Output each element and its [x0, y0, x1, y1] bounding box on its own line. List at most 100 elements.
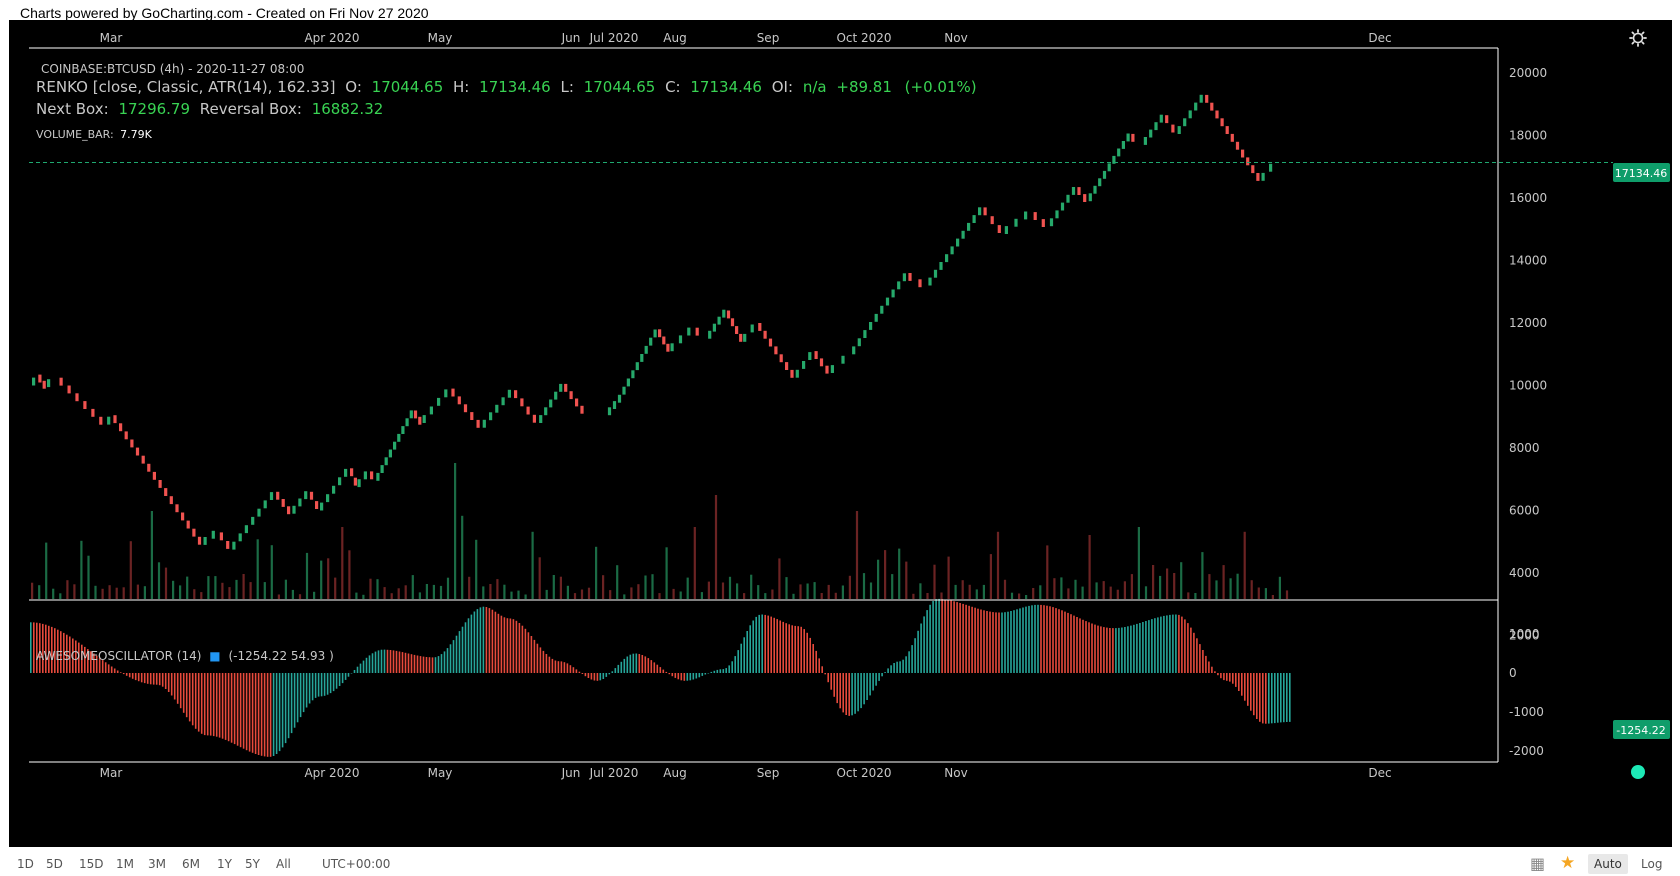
oscillator-bar: [584, 673, 587, 677]
renko-brick: [1131, 133, 1135, 142]
h-label: H:: [453, 78, 469, 96]
oscillator-bar: [1067, 612, 1069, 673]
volume-bar: [813, 582, 816, 599]
volume-bar: [1102, 581, 1105, 599]
star-icon[interactable]: ★: [1560, 853, 1576, 873]
oscillator-bar: [941, 599, 943, 673]
oscillator-bar: [167, 673, 170, 692]
range-15d[interactable]: 15D: [79, 857, 104, 871]
volume-bar: [785, 577, 788, 599]
oscillator-bar: [1106, 627, 1108, 673]
oscillator-bar: [365, 657, 368, 673]
volume-bar: [869, 582, 873, 599]
volume-bar: [559, 576, 562, 599]
oscillator-bar: [287, 673, 290, 739]
oscillator-bar: [776, 619, 778, 673]
oscillator-bar: [416, 655, 419, 673]
renko-brick: [708, 330, 712, 339]
time-label-bottom: Apr 2020: [304, 766, 359, 780]
volume-bar: [320, 560, 323, 599]
renko-brick: [429, 406, 433, 415]
range-5d[interactable]: 5D: [46, 857, 63, 871]
last-price-tag-text: 17134.46: [1615, 167, 1668, 180]
oscillator-bar: [185, 673, 188, 718]
oscillator-bar: [1157, 617, 1159, 673]
volume-bar: [193, 589, 196, 599]
volume-bar: [1152, 565, 1155, 599]
status-dot[interactable]: [1631, 765, 1645, 779]
oscillator-bar: [809, 637, 811, 673]
chart-svg[interactable]: Mar Mar Apr 2020 Apr 2020 May May Jun Jun Jul 20…: [9, 20, 1672, 847]
renko-brick: [712, 323, 716, 332]
oscillator-bar: [593, 673, 596, 681]
volume-bar: [587, 587, 591, 599]
log-scale-button[interactable]: Log: [1641, 857, 1663, 871]
volume-bar: [820, 593, 823, 599]
volume-bar: [496, 579, 499, 599]
o-value: 17044.65: [372, 78, 444, 96]
range-1y[interactable]: 1Y: [217, 857, 232, 871]
renko-brick: [983, 207, 987, 216]
renko-brick: [393, 441, 397, 450]
oscillator-bar: [1094, 624, 1096, 673]
range-1d[interactable]: 1D: [17, 857, 34, 871]
renko-brick: [880, 305, 884, 314]
oscillator-bar: [635, 653, 638, 673]
oscillator-bar: [914, 638, 916, 673]
oscillator-bar: [521, 625, 524, 673]
oscillator-bar: [104, 662, 107, 673]
oscillator-bar: [245, 673, 248, 751]
time-label-bottom: Oct 2020: [836, 766, 891, 780]
oscillator-bar: [260, 673, 263, 756]
timezone-label[interactable]: UTC+00:00: [322, 857, 391, 871]
oscillator-bar: [782, 621, 784, 673]
volume-bar: [362, 594, 365, 599]
oscillator-bar: [1130, 625, 1132, 673]
grid-icon[interactable]: ▦: [1530, 854, 1546, 873]
oscillator-bar: [629, 654, 632, 673]
range-6m[interactable]: 6M: [182, 857, 200, 871]
gear-icon[interactable]: [1629, 29, 1647, 47]
oscillator-bar: [395, 650, 398, 673]
oscillator-bar: [78, 642, 80, 673]
oscillator-bar: [878, 673, 880, 681]
oscillator-bar: [305, 673, 308, 708]
oscillator-bar: [215, 673, 218, 737]
volume-bar: [31, 582, 34, 599]
renko-brick: [814, 351, 818, 359]
volume-bars: [31, 463, 1289, 599]
range-3m[interactable]: 3M: [148, 857, 166, 871]
axes-layer: Mar Mar Apr 2020 Apr 2020 May May Jun Jun Jul 20…: [29, 31, 1613, 780]
oscillator-bar: [95, 655, 98, 673]
oscillator-bar: [350, 673, 353, 674]
renko-brick: [662, 336, 666, 345]
oscillator-bar: [650, 660, 653, 673]
range-1m[interactable]: 1M: [116, 857, 134, 871]
oscillator-bar: [563, 662, 566, 673]
renko-brick: [298, 498, 302, 507]
auto-scale-button[interactable]: Auto: [1588, 854, 1628, 874]
renko-brick: [735, 326, 739, 334]
oscillator-bar: [920, 623, 922, 673]
oscillator-bar: [1202, 650, 1204, 673]
oscillator-bar: [1118, 627, 1120, 673]
oscillator-bar: [1187, 623, 1189, 673]
oscillator-bar: [1139, 623, 1141, 673]
oscillator-bar: [674, 673, 677, 678]
volume-bar: [707, 581, 710, 599]
oscillator-bar: [1286, 673, 1288, 722]
range-5y[interactable]: 5Y: [245, 857, 260, 871]
renko-brick: [1060, 202, 1065, 211]
renko-brick: [649, 337, 653, 346]
oscillator-bar: [1142, 622, 1144, 673]
oscillator-bar: [269, 673, 272, 757]
volume-bar: [912, 593, 915, 599]
oscillator-bar: [272, 673, 275, 756]
chart-area[interactable]: Mar Mar Apr 2020 Apr 2020 May May Jun Jun Jul 20…: [9, 20, 1672, 847]
range-all[interactable]: All: [276, 857, 291, 871]
renko-brick: [332, 485, 336, 494]
oscillator-bar: [998, 612, 1000, 673]
oscillator-bar: [278, 673, 281, 752]
renko-brick: [950, 246, 954, 255]
oscillator-bar: [368, 655, 371, 673]
